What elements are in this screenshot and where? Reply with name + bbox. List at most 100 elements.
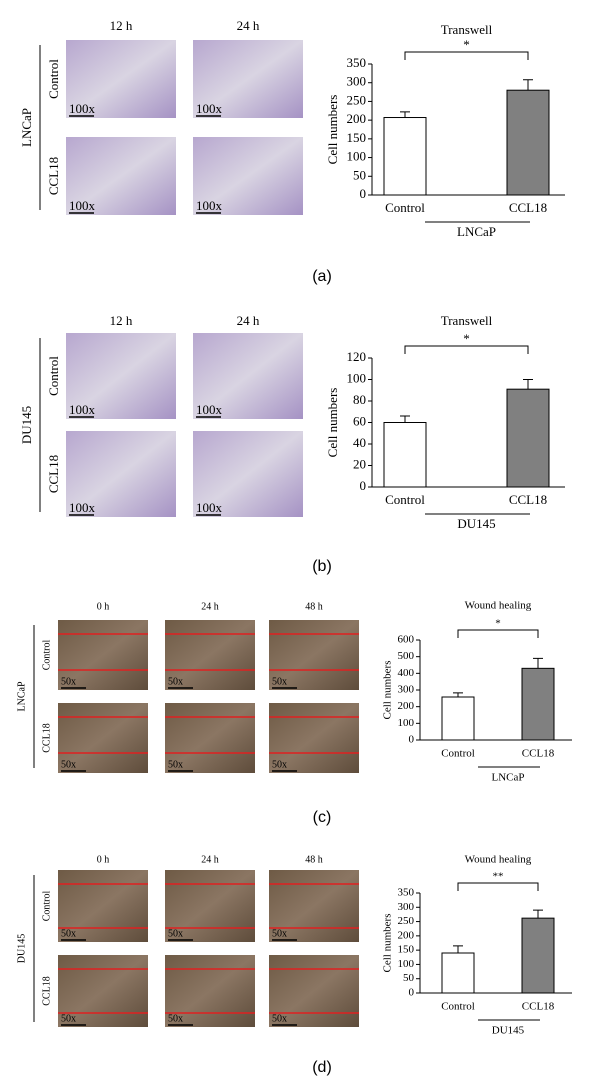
y-tick-label: 100 — [347, 149, 367, 164]
column-label: 0 h — [97, 601, 110, 612]
row-label: Control — [46, 59, 61, 99]
error-bar — [400, 111, 410, 118]
row-label: CCL18 — [46, 455, 61, 493]
micrograph — [58, 955, 148, 1027]
x-tick-label: CCL18 — [522, 1001, 555, 1013]
significance-bracket — [457, 882, 539, 891]
y-tick-label: 0 — [360, 186, 367, 201]
y-tick-label: 120 — [347, 349, 367, 364]
cell-line-label: DU145 — [19, 406, 34, 444]
column-label: 0 h — [97, 854, 110, 865]
bar — [521, 917, 555, 994]
magnification: 50x — [272, 928, 287, 939]
significance-bracket — [404, 345, 529, 354]
column-label: 12 h — [110, 18, 133, 33]
chart-title: Transwell — [441, 313, 493, 328]
bar — [506, 388, 550, 488]
micrograph — [193, 40, 303, 118]
y-tick-label: 0 — [409, 734, 415, 746]
y-tick-label: 200 — [347, 111, 367, 126]
significance: * — [463, 331, 470, 346]
y-tick-label: 50 — [353, 167, 366, 182]
row-label: Control — [41, 891, 52, 922]
row-label: Control — [41, 640, 52, 671]
chart-title: Wound healing — [465, 600, 532, 612]
magnification: 50x — [61, 1013, 76, 1024]
significance: * — [463, 37, 470, 52]
y-axis-label: Cell numbers — [325, 388, 340, 458]
cell-line-label: DU145 — [16, 934, 27, 963]
x-tick-label: Control — [441, 748, 475, 760]
micrograph — [193, 333, 303, 419]
micrograph — [269, 703, 359, 773]
magnification: 100x — [196, 402, 223, 417]
y-tick-label: 600 — [398, 634, 415, 646]
group-label: DU145 — [492, 1025, 525, 1037]
panel-label: (a) — [312, 268, 332, 285]
bar — [506, 89, 550, 196]
column-label: 12 h — [110, 313, 133, 328]
y-tick-label: 400 — [398, 667, 415, 679]
y-tick-label: 300 — [347, 74, 367, 89]
x-tick-label: Control — [441, 1001, 475, 1013]
row-label: CCL18 — [41, 723, 52, 752]
panel-label: (c) — [313, 809, 332, 826]
y-tick-label: 200 — [398, 700, 415, 712]
y-tick-label: 40 — [353, 435, 366, 450]
error-bar — [523, 79, 533, 91]
error-bar — [400, 415, 410, 423]
micrograph — [165, 703, 255, 773]
x-tick-label: CCL18 — [509, 200, 547, 215]
micrograph — [66, 40, 176, 118]
magnification: 100x — [69, 500, 96, 515]
significance: * — [495, 618, 501, 630]
bar — [441, 952, 475, 994]
micrograph — [269, 620, 359, 690]
magnification: 50x — [272, 759, 287, 770]
y-tick-label: 250 — [347, 92, 367, 107]
magnification: 50x — [168, 676, 183, 687]
magnification: 100x — [69, 198, 96, 213]
magnification: 50x — [168, 928, 183, 939]
cell-line-label: LNCaP — [16, 681, 27, 711]
y-tick-label: 100 — [398, 958, 415, 970]
group-label: DU145 — [457, 516, 495, 531]
y-axis-label: Cell numbers — [382, 661, 394, 720]
y-tick-label: 250 — [398, 915, 415, 927]
y-tick-label: 50 — [403, 972, 415, 984]
micrograph — [269, 870, 359, 942]
column-label: 48 h — [305, 601, 323, 612]
y-tick-label: 20 — [353, 456, 366, 471]
error-bar — [523, 379, 533, 390]
magnification: 100x — [196, 101, 223, 116]
magnification: 50x — [61, 759, 76, 770]
bar — [521, 667, 555, 741]
x-tick-label: Control — [385, 200, 425, 215]
magnification: 50x — [168, 759, 183, 770]
micrograph — [165, 870, 255, 942]
significance: ** — [493, 871, 504, 883]
significance-bracket — [404, 51, 529, 60]
cell-line-label: LNCaP — [19, 108, 34, 147]
x-tick-label: Control — [385, 492, 425, 507]
magnification: 50x — [168, 1013, 183, 1024]
column-label: 24 h — [201, 601, 219, 612]
magnification: 100x — [69, 101, 96, 116]
row-label: Control — [46, 356, 61, 396]
panel-label: (d) — [312, 1059, 332, 1076]
micrograph — [165, 955, 255, 1027]
y-tick-label: 500 — [398, 650, 415, 662]
y-tick-label: 350 — [347, 55, 367, 70]
micrograph — [58, 620, 148, 690]
row-label: CCL18 — [41, 976, 52, 1005]
micrograph — [66, 137, 176, 215]
bar — [383, 422, 427, 488]
error-bar — [453, 945, 463, 953]
x-tick-label: CCL18 — [509, 492, 547, 507]
micrograph — [58, 703, 148, 773]
magnification: 50x — [272, 676, 287, 687]
micrograph — [58, 870, 148, 942]
row-label: CCL18 — [46, 157, 61, 195]
magnification: 100x — [196, 198, 223, 213]
